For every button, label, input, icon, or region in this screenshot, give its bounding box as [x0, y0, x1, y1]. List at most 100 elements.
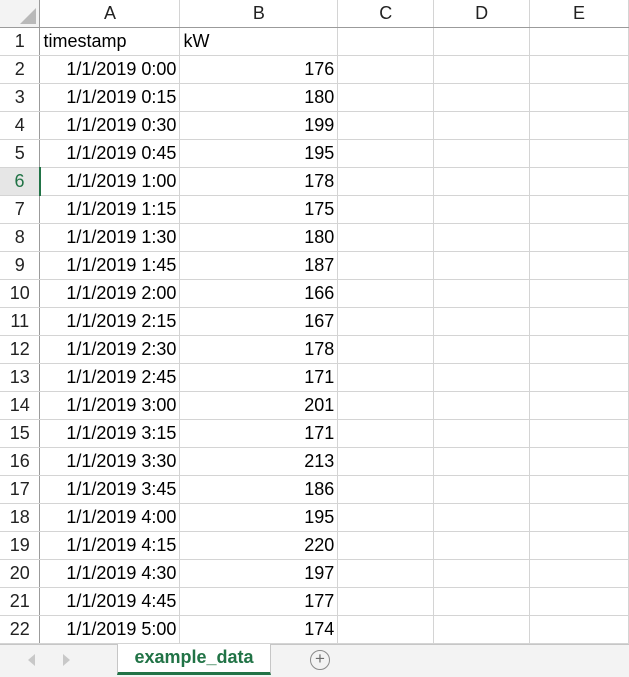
cell-c[interactable] [337, 531, 435, 560]
cell-a[interactable]: 1/1/2019 3:15 [39, 419, 181, 448]
row-header[interactable]: 9 [0, 251, 41, 280]
cell-e[interactable] [529, 419, 629, 448]
cell-e[interactable] [529, 167, 629, 196]
column-header-e[interactable]: E [529, 0, 629, 28]
column-header-d[interactable]: D [433, 0, 531, 28]
row-header[interactable]: 12 [0, 335, 41, 364]
row-header[interactable]: 21 [0, 587, 41, 616]
cell-a[interactable]: 1/1/2019 2:45 [39, 363, 181, 392]
cell-d[interactable] [433, 419, 531, 448]
cell-d[interactable] [433, 83, 531, 112]
row-header[interactable]: 5 [0, 139, 41, 168]
cell-e[interactable] [529, 503, 629, 532]
cell-e[interactable] [529, 531, 629, 560]
cell-d[interactable] [433, 587, 531, 616]
row-header[interactable]: 14 [0, 391, 41, 420]
cell-e[interactable] [529, 111, 629, 140]
cell-a[interactable]: 1/1/2019 1:00 [39, 167, 181, 196]
column-header-b[interactable]: B [179, 0, 339, 28]
cell-c[interactable] [337, 111, 435, 140]
cell-b[interactable]: 178 [179, 167, 339, 196]
cell-c[interactable] [337, 615, 435, 644]
cell-c[interactable] [337, 307, 435, 336]
cell-b[interactable]: 180 [179, 83, 339, 112]
row-header[interactable]: 15 [0, 419, 41, 448]
row-header[interactable]: 4 [0, 111, 41, 140]
cell-a[interactable]: timestamp [39, 27, 181, 56]
cell-a[interactable]: 1/1/2019 4:45 [39, 587, 181, 616]
cell-c[interactable] [337, 559, 435, 588]
cell-e[interactable] [529, 83, 629, 112]
cell-b[interactable]: 167 [179, 307, 339, 336]
cell-d[interactable] [433, 251, 531, 280]
cell-c[interactable] [337, 447, 435, 476]
cell-b[interactable]: 175 [179, 195, 339, 224]
spreadsheet-grid[interactable]: A B C D E 1 timestamp kW 2 1/1/2019 0:00 176 3… [0, 0, 629, 644]
cell-e[interactable] [529, 587, 629, 616]
cell-e[interactable] [529, 55, 629, 84]
row-header[interactable]: 7 [0, 195, 41, 224]
cell-d[interactable] [433, 223, 531, 252]
cell-c[interactable] [337, 223, 435, 252]
column-header-a[interactable]: A [39, 0, 181, 28]
row-header[interactable]: 6 [0, 167, 41, 196]
cell-b[interactable]: 174 [179, 615, 339, 644]
cell-d[interactable] [433, 195, 531, 224]
row-header[interactable]: 17 [0, 475, 41, 504]
cell-e[interactable] [529, 251, 629, 280]
cell-e[interactable] [529, 139, 629, 168]
cell-c[interactable] [337, 335, 435, 364]
cell-d[interactable] [433, 167, 531, 196]
cell-b[interactable]: 220 [179, 531, 339, 560]
cell-a[interactable]: 1/1/2019 0:30 [39, 111, 181, 140]
cell-c[interactable] [337, 503, 435, 532]
row-header[interactable]: 18 [0, 503, 41, 532]
cell-d[interactable] [433, 559, 531, 588]
cell-a[interactable]: 1/1/2019 0:00 [39, 55, 181, 84]
cell-b[interactable]: 171 [179, 363, 339, 392]
cell-a[interactable]: 1/1/2019 2:00 [39, 279, 181, 308]
cell-b[interactable]: 186 [179, 475, 339, 504]
cell-e[interactable] [529, 195, 629, 224]
cell-c[interactable] [337, 83, 435, 112]
cell-c[interactable] [337, 27, 435, 56]
cell-c[interactable] [337, 363, 435, 392]
cell-b[interactable]: 178 [179, 335, 339, 364]
cell-b[interactable]: 176 [179, 55, 339, 84]
row-header[interactable]: 19 [0, 531, 41, 560]
cell-e[interactable] [529, 447, 629, 476]
cell-b[interactable]: 177 [179, 587, 339, 616]
cell-d[interactable] [433, 55, 531, 84]
cell-c[interactable] [337, 55, 435, 84]
row-header[interactable]: 3 [0, 83, 41, 112]
row-header[interactable]: 20 [0, 559, 41, 588]
cell-d[interactable] [433, 475, 531, 504]
cell-e[interactable] [529, 391, 629, 420]
cell-c[interactable] [337, 391, 435, 420]
cell-a[interactable]: 1/1/2019 5:00 [39, 615, 181, 644]
cell-a[interactable]: 1/1/2019 0:15 [39, 83, 181, 112]
triangle-right-icon[interactable] [63, 654, 70, 666]
cell-a[interactable]: 1/1/2019 4:30 [39, 559, 181, 588]
cell-a[interactable]: 1/1/2019 1:30 [39, 223, 181, 252]
cell-d[interactable] [433, 447, 531, 476]
cell-a[interactable]: 1/1/2019 0:45 [39, 139, 181, 168]
sheet-tab-example-data[interactable]: example_data [117, 644, 271, 675]
cell-c[interactable] [337, 279, 435, 308]
cell-d[interactable] [433, 531, 531, 560]
row-header[interactable]: 11 [0, 307, 41, 336]
cell-b[interactable]: 195 [179, 139, 339, 168]
cell-d[interactable] [433, 503, 531, 532]
cell-c[interactable] [337, 251, 435, 280]
cell-b[interactable]: 197 [179, 559, 339, 588]
cell-e[interactable] [529, 475, 629, 504]
row-header[interactable]: 2 [0, 55, 41, 84]
cell-d[interactable] [433, 335, 531, 364]
cell-a[interactable]: 1/1/2019 2:30 [39, 335, 181, 364]
cell-b[interactable]: 171 [179, 419, 339, 448]
column-header-c[interactable]: C [337, 0, 435, 28]
cell-c[interactable] [337, 167, 435, 196]
cell-a[interactable]: 1/1/2019 4:00 [39, 503, 181, 532]
cell-d[interactable] [433, 27, 531, 56]
cell-a[interactable]: 1/1/2019 3:30 [39, 447, 181, 476]
